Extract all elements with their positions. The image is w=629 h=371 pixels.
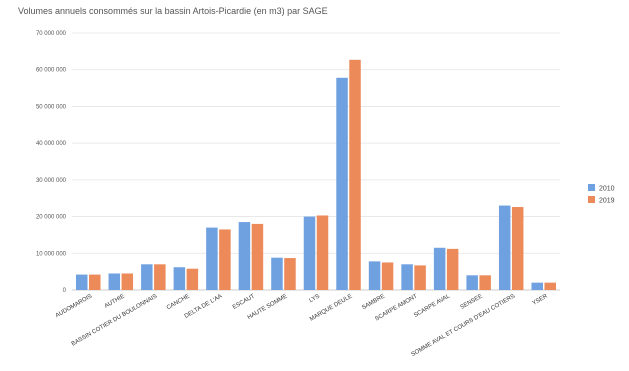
x-tick-label: ESCAUT	[232, 293, 256, 311]
bar-2010	[238, 222, 251, 290]
legend-label: 2010	[599, 186, 615, 193]
bar-2010	[206, 227, 218, 290]
y-tick-label: 40 000 000	[36, 141, 67, 147]
legend: 2010 2019	[588, 184, 615, 205]
bar-2019	[349, 59, 361, 291]
y-tick-label: 70 000 000	[36, 31, 67, 37]
bar-2010	[433, 247, 446, 290]
bar-2019	[479, 275, 491, 290]
y-tick-label: 50 000 000	[36, 104, 67, 110]
legend-label: 2019	[599, 198, 615, 205]
bar-2010	[141, 264, 153, 290]
bar-2019	[414, 265, 426, 290]
gridlines	[72, 32, 560, 291]
bar-2010	[401, 264, 413, 290]
bar-2010	[108, 273, 121, 290]
bar-2019	[121, 273, 134, 290]
bar-2019	[381, 262, 394, 290]
bars	[76, 59, 556, 291]
bar-2010	[76, 274, 88, 290]
x-tick-label: SAMBRE	[361, 294, 386, 312]
x-tick-label: YSER	[532, 293, 550, 307]
bar-2019	[284, 258, 296, 290]
legend-swatch-2010	[588, 184, 595, 191]
legend-swatch-2019	[588, 196, 595, 203]
bar-2019	[186, 268, 199, 290]
bar-2010	[173, 267, 186, 290]
bar-2019	[511, 207, 524, 290]
bar-2019	[251, 223, 264, 290]
x-tick-label: CANCHE	[166, 294, 191, 312]
bar-2010	[368, 261, 381, 290]
y-tick-label: 60 000 000	[36, 68, 67, 74]
bar-2019	[544, 282, 556, 290]
bar-2010	[466, 275, 478, 290]
y-tick-label: 20 000 000	[36, 215, 67, 221]
y-tick-label: 0	[63, 288, 67, 294]
bar-2019	[154, 264, 166, 290]
chart-title: Volumes annuels consommés sur la bassin …	[18, 6, 328, 16]
y-tick-label: 10 000 000	[36, 251, 67, 257]
x-tick-label: AUDOMAROIS	[55, 294, 94, 320]
bar-2010	[271, 257, 283, 290]
bar-2010	[303, 216, 316, 290]
bar-2019	[89, 274, 101, 290]
bar-2019	[446, 248, 459, 290]
bar-2010	[498, 205, 511, 290]
y-tick-label: 30 000 000	[36, 178, 67, 184]
x-tick-label: SENSEE	[460, 294, 484, 311]
bar-2019	[316, 215, 329, 290]
y-axis-ticks: 0 10 000 000 20 000 000 30 000 000 40 000 00…	[36, 31, 67, 294]
x-tick-label: LYS	[309, 294, 321, 305]
bar-2019	[219, 229, 231, 290]
x-tick-label: SCARPE AVAL	[413, 293, 452, 319]
bar-2010	[336, 77, 348, 290]
bar-2010	[531, 282, 543, 290]
x-tick-label: AUTHIE	[104, 294, 126, 310]
